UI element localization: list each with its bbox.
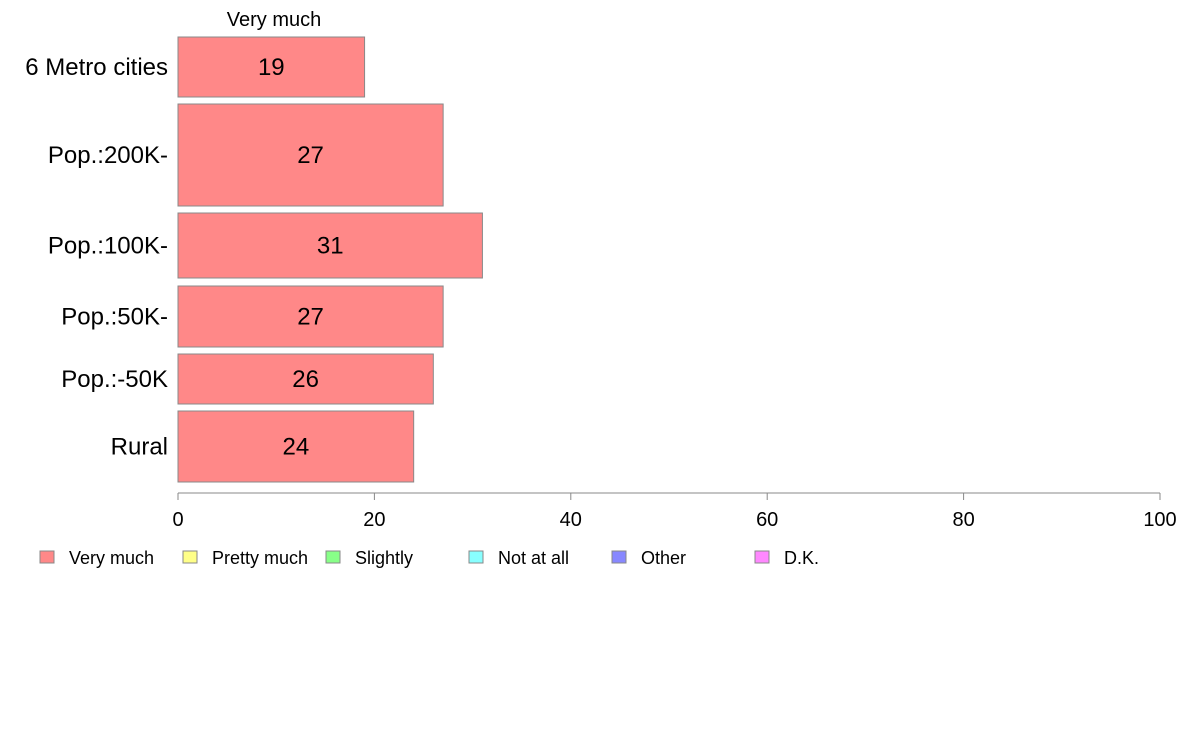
- legend-label: Slightly: [355, 548, 413, 568]
- bar-value-label: 27: [297, 142, 324, 169]
- x-tick-label: 80: [952, 509, 974, 531]
- bar: [177, 410, 415, 483]
- legend-label: D.K.: [784, 548, 819, 568]
- legend-label: Other: [641, 548, 686, 568]
- bar: [177, 212, 483, 279]
- category-labels: 6 Metro cities Pop.:200K- Pop.:100K- Pop.:5…: [25, 54, 168, 461]
- column-label: Very much: [227, 9, 321, 31]
- category-label: Pop.:-50K: [61, 366, 168, 393]
- bar-value-label: 19: [258, 54, 285, 81]
- bar: [177, 36, 366, 98]
- x-tick-label: 60: [756, 509, 778, 531]
- legend: Very much Pretty much Slightly Not at all Ot…: [39, 548, 819, 568]
- bar-value-label: 26: [292, 366, 319, 393]
- x-tick-label: 100: [1143, 509, 1176, 531]
- bar-value-label: 24: [282, 434, 309, 461]
- legend-swatch: [611, 550, 627, 564]
- category-label: Pop.:100K-: [48, 233, 168, 260]
- legend-label: Pretty much: [212, 548, 308, 568]
- category-label: Pop.:50K-: [61, 304, 168, 331]
- x-tick-label: 20: [363, 509, 385, 531]
- legend-swatch: [182, 550, 198, 564]
- legend-swatch: [468, 550, 484, 564]
- bars-group: 19 27 31 27 26 24: [177, 36, 483, 483]
- legend-label: Very much: [69, 548, 154, 568]
- x-tick-label: 40: [560, 509, 582, 531]
- bar-value-label: 27: [297, 304, 324, 331]
- category-label: Rural: [111, 434, 168, 461]
- bar: [177, 103, 444, 207]
- x-tick-label: 0: [172, 509, 183, 531]
- category-label: 6 Metro cities: [25, 54, 168, 81]
- x-axis: 0 20 40 60 80 100: [172, 492, 1177, 531]
- bar-value-label: 31: [317, 233, 344, 260]
- legend-swatch: [39, 550, 55, 564]
- legend-swatch: [754, 550, 770, 564]
- category-label: Pop.:200K-: [48, 142, 168, 169]
- bar: [177, 285, 444, 348]
- legend-label: Not at all: [498, 548, 569, 568]
- bar: [177, 353, 434, 405]
- legend-swatch: [325, 550, 341, 564]
